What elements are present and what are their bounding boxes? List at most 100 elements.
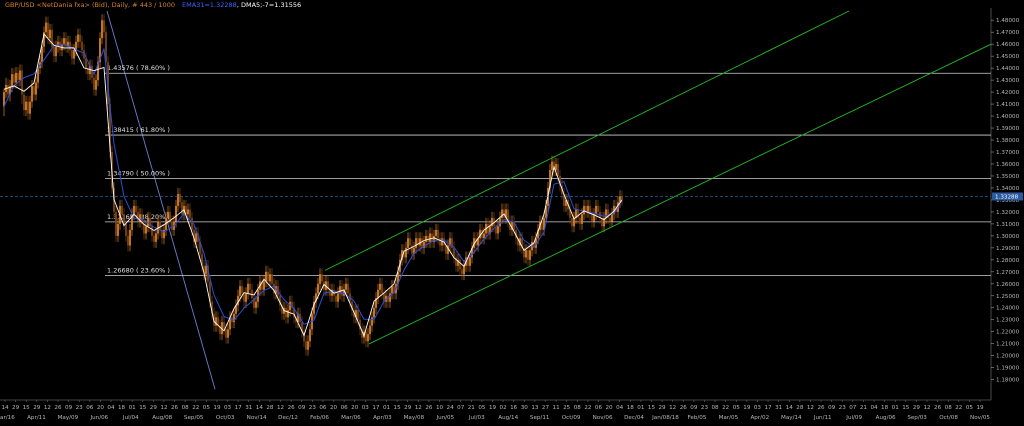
candle-body (621, 196, 623, 200)
candle (463, 259, 465, 281)
candle-body (401, 250, 403, 260)
candle-body (73, 50, 75, 59)
header-ema: EMA31=1.32288 (182, 1, 237, 9)
candle-body (347, 283, 349, 294)
candle (263, 275, 265, 296)
candle (99, 32, 101, 69)
day-tick-label: 03 (754, 405, 762, 411)
candle-body (565, 199, 567, 206)
candle-body (121, 205, 123, 215)
price-tick-label: 1.44000 (996, 66, 1020, 72)
candle-body (413, 247, 415, 254)
candle (479, 223, 481, 245)
candle-body (331, 289, 333, 296)
candle (203, 259, 205, 281)
candle-body (423, 241, 425, 248)
candle (127, 229, 129, 252)
candle (149, 211, 151, 233)
candle (461, 263, 463, 281)
candle-body (253, 298, 255, 308)
candle-body (521, 238, 523, 248)
candle (601, 211, 603, 233)
candle-body (269, 274, 271, 282)
candle (343, 283, 345, 302)
day-tick-label: 12 (669, 405, 676, 411)
candle-body (453, 247, 455, 258)
candle-body (187, 209, 189, 215)
candle (571, 211, 573, 233)
candle-body (135, 205, 137, 212)
candle-body (163, 229, 165, 239)
candle (105, 26, 107, 69)
day-tick-label: 17 (764, 405, 772, 411)
candle-body (157, 221, 159, 234)
day-tick-label: 05 (203, 405, 211, 411)
day-tick-label: 12 (923, 405, 930, 411)
candle-body (25, 101, 27, 111)
candle-body (455, 257, 457, 266)
candle-body (129, 229, 131, 246)
date-label: Nov/06 (593, 415, 613, 421)
day-tick-label: 18 (881, 405, 889, 411)
day-tick-label: 26 (171, 405, 179, 411)
day-tick-label: 29 (404, 405, 412, 411)
candle-body (313, 301, 315, 314)
candle-body (291, 301, 293, 308)
candle (439, 232, 441, 252)
price-tick-label: 1.42000 (996, 90, 1020, 96)
day-tick-label: 06 (341, 405, 349, 411)
candle-body (585, 205, 587, 212)
candle-body (77, 34, 79, 42)
candle-body (563, 193, 565, 206)
candle-body (225, 329, 227, 338)
candle (273, 277, 275, 300)
candle-body (99, 38, 101, 63)
candle-body (307, 341, 309, 350)
candle-body (247, 283, 249, 294)
candle (159, 215, 161, 236)
candle (515, 223, 517, 245)
price-tick-label: 1.21000 (996, 342, 1020, 348)
candle (303, 325, 305, 348)
candle (309, 323, 311, 348)
candle-body (79, 34, 81, 42)
day-tick-label: 06 (319, 405, 327, 411)
candle (305, 335, 307, 356)
fib-level-label: 1.43576 ( 78.60% ) (107, 64, 170, 72)
day-tick-label: 30 (521, 405, 529, 411)
candle-body (603, 217, 605, 227)
candle (407, 232, 409, 254)
candle (391, 280, 393, 300)
candle-body (591, 214, 593, 222)
candle-body (211, 301, 213, 314)
candle-body (17, 72, 19, 81)
candle-body (609, 217, 611, 222)
candle-body (375, 298, 377, 308)
day-tick-label: 17 (235, 405, 243, 411)
candle-body (605, 209, 607, 218)
candle-body (199, 241, 201, 254)
day-tick-label: 12 (807, 405, 814, 411)
candle-body (109, 104, 111, 153)
candle-body (301, 322, 303, 332)
candle-body (487, 223, 489, 234)
fib-level-label: 1.34790 ( 50.00% ) (107, 169, 170, 177)
candle-body (249, 283, 251, 290)
day-tick-label: 20 (606, 405, 614, 411)
price-tick-label: 1.43000 (996, 78, 1020, 84)
candle-body (569, 209, 571, 218)
day-tick-label: 08 (945, 405, 953, 411)
candle (293, 301, 295, 324)
candle (297, 307, 299, 329)
date-label: Apr/03 (373, 415, 392, 421)
current-price-box (992, 192, 1023, 201)
candle-body (3, 92, 5, 107)
candle-body (97, 62, 99, 81)
candle-body (425, 235, 427, 242)
candle (201, 247, 203, 272)
candle-body (267, 271, 269, 282)
day-tick-label: 26 (934, 405, 942, 411)
candle-body (383, 293, 385, 302)
candle-body (559, 175, 561, 186)
